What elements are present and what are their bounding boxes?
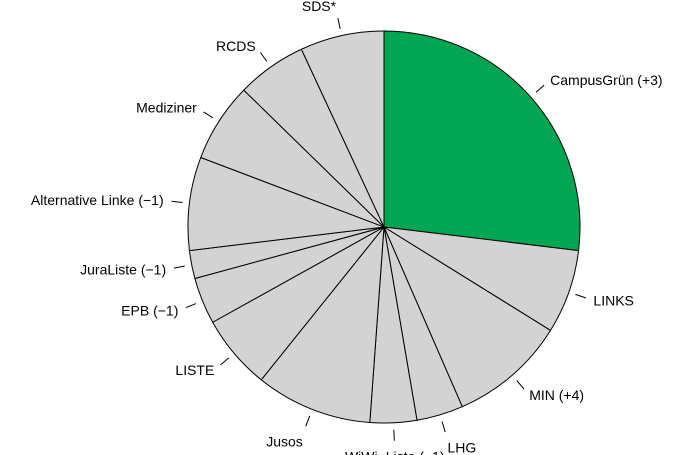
leader-line-epb-1 bbox=[185, 303, 197, 309]
pie-label-wiwi-liste-1: WiWi−Liste (−1) bbox=[345, 449, 445, 455]
leader-line-rcds bbox=[259, 52, 268, 62]
pie-label-rcds: RCDS bbox=[216, 38, 256, 54]
leader-line-juraliste-1 bbox=[173, 265, 185, 269]
pie-label-epb-1: EPB (−1) bbox=[121, 303, 178, 319]
pie-label-sds: SDS* bbox=[302, 0, 337, 14]
pie-slice-min-4 bbox=[382, 225, 552, 408]
pie-label-links: LINKS bbox=[593, 293, 633, 309]
leader-line-lhg bbox=[441, 421, 446, 433]
leader-line-liste bbox=[220, 357, 230, 366]
leader-line-alternative-linke-1 bbox=[171, 200, 183, 204]
leader-line-sds bbox=[337, 17, 341, 29]
pie-slice-alternative-linke-1 bbox=[187, 156, 385, 252]
pie-slices bbox=[187, 30, 581, 424]
pie-label-liste: LISTE bbox=[175, 362, 214, 378]
leader-line-jusos bbox=[305, 415, 311, 427]
pie-slice-sds bbox=[300, 30, 385, 228]
pie-label-juraliste-1: JuraListe (−1) bbox=[80, 262, 166, 278]
pie-label-alternative-linke-1: Alternative Linke (−1) bbox=[31, 192, 164, 208]
leader-line-campusgr-n-3 bbox=[535, 84, 545, 93]
pie-label-min-4: MIN (+4) bbox=[529, 387, 584, 403]
pie-slice-jusos bbox=[260, 225, 385, 424]
pie-label-mediziner: Mediziner bbox=[136, 100, 197, 116]
label-leader-lines bbox=[171, 17, 587, 441]
leader-line-mediziner bbox=[203, 111, 214, 119]
pie-slice-campusgr-n-3 bbox=[383, 30, 581, 252]
pie-label-campusgr-n-3: CampusGrün (+3) bbox=[550, 72, 662, 88]
pie-labels: CampusGrün (+3) LINKS MIN (+4) LHGWiWi−List… bbox=[31, 0, 663, 455]
leader-line-links bbox=[575, 293, 587, 299]
leader-line-wiwi-liste-1 bbox=[393, 429, 395, 441]
pie-label-jusos: Jusos bbox=[266, 434, 303, 450]
pie-label-lhg: LHG bbox=[447, 440, 476, 455]
leader-line-min-4 bbox=[516, 380, 525, 390]
